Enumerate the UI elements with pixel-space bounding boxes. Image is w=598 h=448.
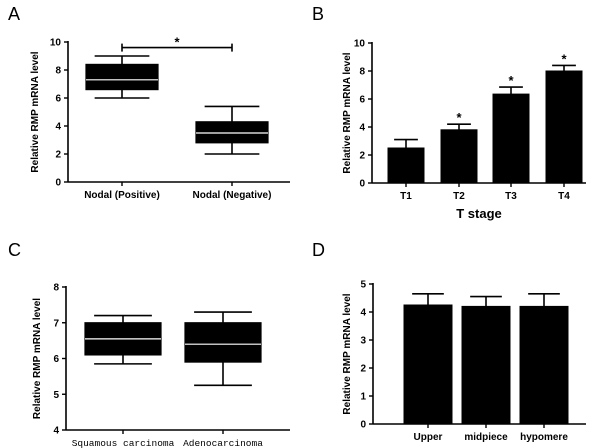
box xyxy=(184,322,262,363)
panel-c: C 4 5 6 7 8 Relative RMP mRNA level Squamous ca… xyxy=(8,240,290,448)
y-tick-label: 4 xyxy=(359,123,365,134)
bar xyxy=(387,147,425,184)
x-tick-label: T2 xyxy=(453,191,465,202)
x-tick-label: T3 xyxy=(505,191,517,202)
y-tick-label: 5 xyxy=(360,280,366,291)
y-tick-label: 0 xyxy=(360,420,366,431)
x-tick-label: Squamous carcinoma xyxy=(72,438,175,448)
y-tick-label: 8 xyxy=(359,67,365,78)
bar xyxy=(440,129,478,184)
y-tick-label: 6 xyxy=(359,95,365,106)
bar-annotation: * xyxy=(508,73,514,88)
x-tick-label: midpiece xyxy=(464,432,508,443)
bar-annotation: * xyxy=(561,51,567,66)
y-tick-label: 6 xyxy=(55,94,61,105)
panel-letter: D xyxy=(312,240,325,260)
bar xyxy=(461,305,511,425)
x-tick-label: Upper xyxy=(414,432,443,443)
y-axis-label: Relative RMP mRNA level xyxy=(342,293,353,414)
y-tick-label: 4 xyxy=(55,122,61,133)
box xyxy=(85,63,159,91)
bar xyxy=(492,93,530,184)
significance-star: * xyxy=(174,35,180,50)
bar xyxy=(403,304,453,425)
y-tick-label: 0 xyxy=(55,178,61,189)
y-axis-label: Relative RMP mRNA level xyxy=(30,51,41,172)
y-tick-label: 8 xyxy=(55,66,61,77)
y-tick-label: 0 xyxy=(359,179,365,190)
y-tick-label: 2 xyxy=(360,364,366,375)
y-axis-label: Relative RMP mRNA level xyxy=(32,298,43,419)
x-tick-label: T1 xyxy=(400,191,412,202)
y-tick-label: 3 xyxy=(360,336,366,347)
x-tick-label: T4 xyxy=(558,191,570,202)
panel-a: A 0 2 4 6 8 10 Relative RMP mRNA level Nodal (Po… xyxy=(8,4,290,201)
y-tick-label: 8 xyxy=(53,283,59,294)
y-tick-label: 7 xyxy=(53,318,59,329)
panel-letter: A xyxy=(8,4,20,24)
y-tick-label: 1 xyxy=(360,392,366,403)
y-axis-label: Relative RMP mRNA level xyxy=(342,52,353,173)
bar-annotation: * xyxy=(456,110,462,125)
bar xyxy=(545,70,583,184)
panel-d: D 0 1 2 3 4 5 Relative RMP mRNA level Upper midpi… xyxy=(312,240,586,443)
box xyxy=(195,121,269,144)
panel-letter: B xyxy=(312,4,324,24)
y-tick-label: 10 xyxy=(354,39,366,50)
y-tick-label: 4 xyxy=(360,308,366,319)
x-tick-label: Nodal (Negative) xyxy=(193,190,272,201)
y-tick-label: 2 xyxy=(359,151,365,162)
x-tick-label: Adenocarcinoma xyxy=(183,438,263,448)
panel-letter: C xyxy=(8,240,21,260)
x-tick-label: hypomere xyxy=(520,432,568,443)
y-tick-label: 5 xyxy=(53,390,59,401)
y-tick-label: 6 xyxy=(53,354,59,365)
y-tick-label: 2 xyxy=(55,150,61,161)
x-axis-label: T stage xyxy=(456,206,502,221)
y-tick-label: 4 xyxy=(53,426,59,437)
x-tick-label: Nodal (Positive) xyxy=(84,190,160,201)
y-tick-label: 10 xyxy=(50,38,62,49)
bar xyxy=(519,305,569,425)
